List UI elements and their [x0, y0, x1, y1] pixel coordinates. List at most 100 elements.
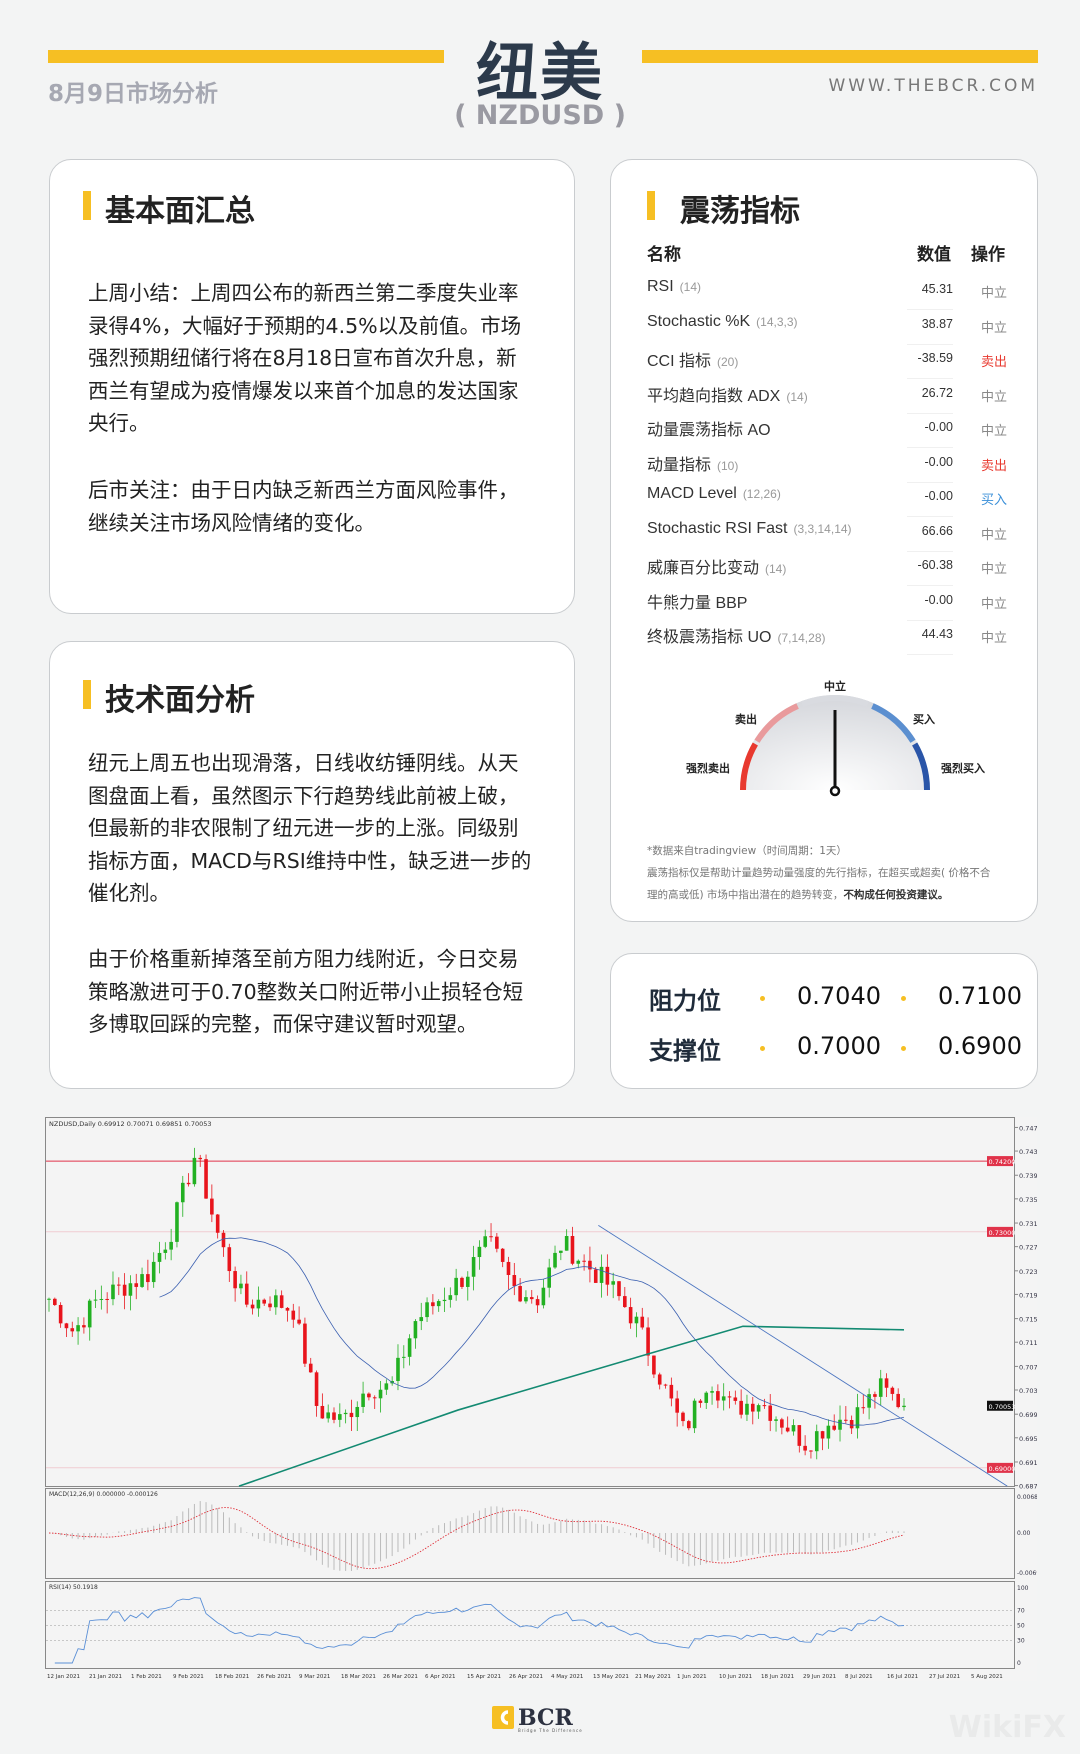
candle [279, 1295, 284, 1308]
candle [256, 1299, 261, 1309]
indicator-value: -0.00 [924, 454, 954, 469]
candle [454, 1277, 458, 1296]
price-tick-label: 0.72750 [1019, 1244, 1037, 1252]
disclaimer-line: 理的高或低) 市场中指出潜在的趋势转变，不构成任何投资建议。 [647, 887, 948, 902]
support-1: 0.7000 [797, 1032, 881, 1060]
rsi-tick-label: 50 [1017, 1623, 1025, 1630]
candle [326, 1412, 330, 1419]
logo-mark: BCR Bridge The Difference [492, 1705, 583, 1733]
row-divider [907, 516, 953, 517]
disclaimer-text: 理的高或低) 市场中指出潜在的趋势转变， [647, 889, 844, 901]
page-title: 纽美 [475, 36, 604, 109]
candle [559, 1250, 563, 1253]
oscillator-row: Stochastic RSI Fast (3,3,14,14) 66.66 中立 [647, 520, 1007, 554]
svg-text:BCR: BCR [518, 1705, 574, 1731]
candle [163, 1249, 168, 1253]
chart-header: NZDUSD,Daily 0.69912 0.70071 0.69851 0.7… [49, 1120, 212, 1128]
oscillators-title: 震荡指标 [680, 194, 800, 229]
text-line: 继续关注市场风险情绪的变化。 [88, 510, 375, 535]
candle [134, 1283, 139, 1287]
candle [791, 1425, 796, 1432]
candle [710, 1391, 714, 1393]
price-tick-label: 0.73560 [1019, 1196, 1037, 1204]
candle [588, 1260, 592, 1270]
oscillator-row: 动量震荡指标 AO -0.00 中立 [647, 416, 1007, 450]
gauge-pivot [829, 785, 841, 797]
date-tick-label: 5 Aug 2021 [971, 1674, 1003, 1680]
candle [460, 1277, 464, 1287]
price-tick-label: 0.73960 [1019, 1172, 1037, 1180]
candle [506, 1261, 511, 1276]
indicator-name: 平均趋向指数 ADX (14) [647, 382, 808, 406]
row-divider [907, 447, 953, 448]
candle [186, 1182, 191, 1185]
date-tick-label: 9 Feb 2021 [173, 1674, 204, 1680]
price-tick-label: 0.70720 [1019, 1363, 1037, 1371]
candle [151, 1261, 156, 1283]
indicator-label: CCI 指标 [647, 353, 712, 370]
candle [692, 1400, 697, 1429]
candle [436, 1301, 441, 1307]
rsi-tick-label: 70 [1017, 1608, 1025, 1615]
price-tick-label: 0.69510 [1019, 1435, 1037, 1443]
indicator-action: 卖出 [980, 354, 1007, 369]
candle [378, 1389, 383, 1399]
date-tick-label: 18 Jun 2021 [761, 1674, 794, 1680]
date-tick-label: 26 Apr 2021 [509, 1674, 543, 1680]
chart-pane [45, 1117, 1015, 1487]
candle [844, 1419, 848, 1421]
indicator-action: 买入 [980, 492, 1007, 507]
last-price-label: 0.70053 [989, 1403, 1016, 1411]
disclaimer-bold: 不构成任何投资建议。 [843, 889, 949, 901]
indicator-params: (10) [717, 458, 739, 473]
row-divider [907, 585, 953, 586]
svg-text:Bridge The Difference: Bridge The Difference [518, 1728, 583, 1733]
price-chart: 0.74770 0.74370 0.73960 0.73560 0.73150 0.727… [45, 1117, 1037, 1681]
candle [890, 1387, 895, 1394]
row-divider [907, 481, 953, 483]
candle [419, 1317, 424, 1322]
header-accent-bar-right [642, 50, 1038, 63]
gauge-segment [800, 695, 870, 707]
candle [832, 1425, 837, 1430]
candle [704, 1392, 709, 1403]
indicator-name: 动量指标 (10) [647, 451, 738, 475]
row-divider [907, 343, 953, 345]
indicator-action: 中立 [980, 561, 1007, 576]
oscillator-row: MACD Level (12,26) -0.00 买入 [647, 485, 1007, 519]
website-link[interactable]: WWW.THEBCR.COM [828, 76, 1038, 96]
candle [93, 1299, 98, 1301]
levels-card: 阻力位 0.7040 0.7100 支撑位 0.7000 0.6900 [610, 953, 1038, 1089]
candle [361, 1393, 365, 1407]
indicator-value: -38.59 [917, 351, 953, 365]
candle [384, 1383, 389, 1390]
oscillator-row: CCI 指标 (20) -38.59 卖出 [647, 347, 1007, 381]
price-tick-label: 0.74770 [1019, 1124, 1037, 1132]
gauge-label-neutral: 中立 [824, 680, 846, 693]
candle [873, 1394, 877, 1397]
indicator-label: 牛熊力量 BBP [647, 594, 748, 612]
text-line: 指标方面，MACD与RSI维持中性，缺乏进一步的 [88, 848, 532, 873]
text-line: 上周小结：上周四公布的新西兰第二季度失业率 [88, 281, 519, 305]
candle [489, 1236, 493, 1238]
gauge-segment [912, 742, 930, 791]
gauge-segment [754, 703, 799, 743]
candle [745, 1403, 749, 1415]
candle [297, 1319, 301, 1324]
rsi-tick-label: 30 [1017, 1638, 1025, 1645]
row-divider [907, 412, 953, 414]
date-tick-label: 18 Feb 2021 [215, 1674, 249, 1680]
price-tick-label: 0.72340 [1019, 1268, 1037, 1276]
candle [861, 1407, 866, 1409]
candle [605, 1266, 610, 1285]
candle [122, 1284, 127, 1296]
fundamentals-title: 基本面汇总 [105, 194, 255, 229]
candle [646, 1327, 650, 1356]
candle [750, 1403, 755, 1412]
candle [617, 1281, 621, 1297]
candle [343, 1412, 348, 1415]
bullet-dot [760, 1046, 765, 1051]
date-tick-label: 8 Jul 2021 [845, 1674, 873, 1680]
rsi-tick-label: 0 [1017, 1660, 1021, 1667]
candle [169, 1241, 173, 1250]
